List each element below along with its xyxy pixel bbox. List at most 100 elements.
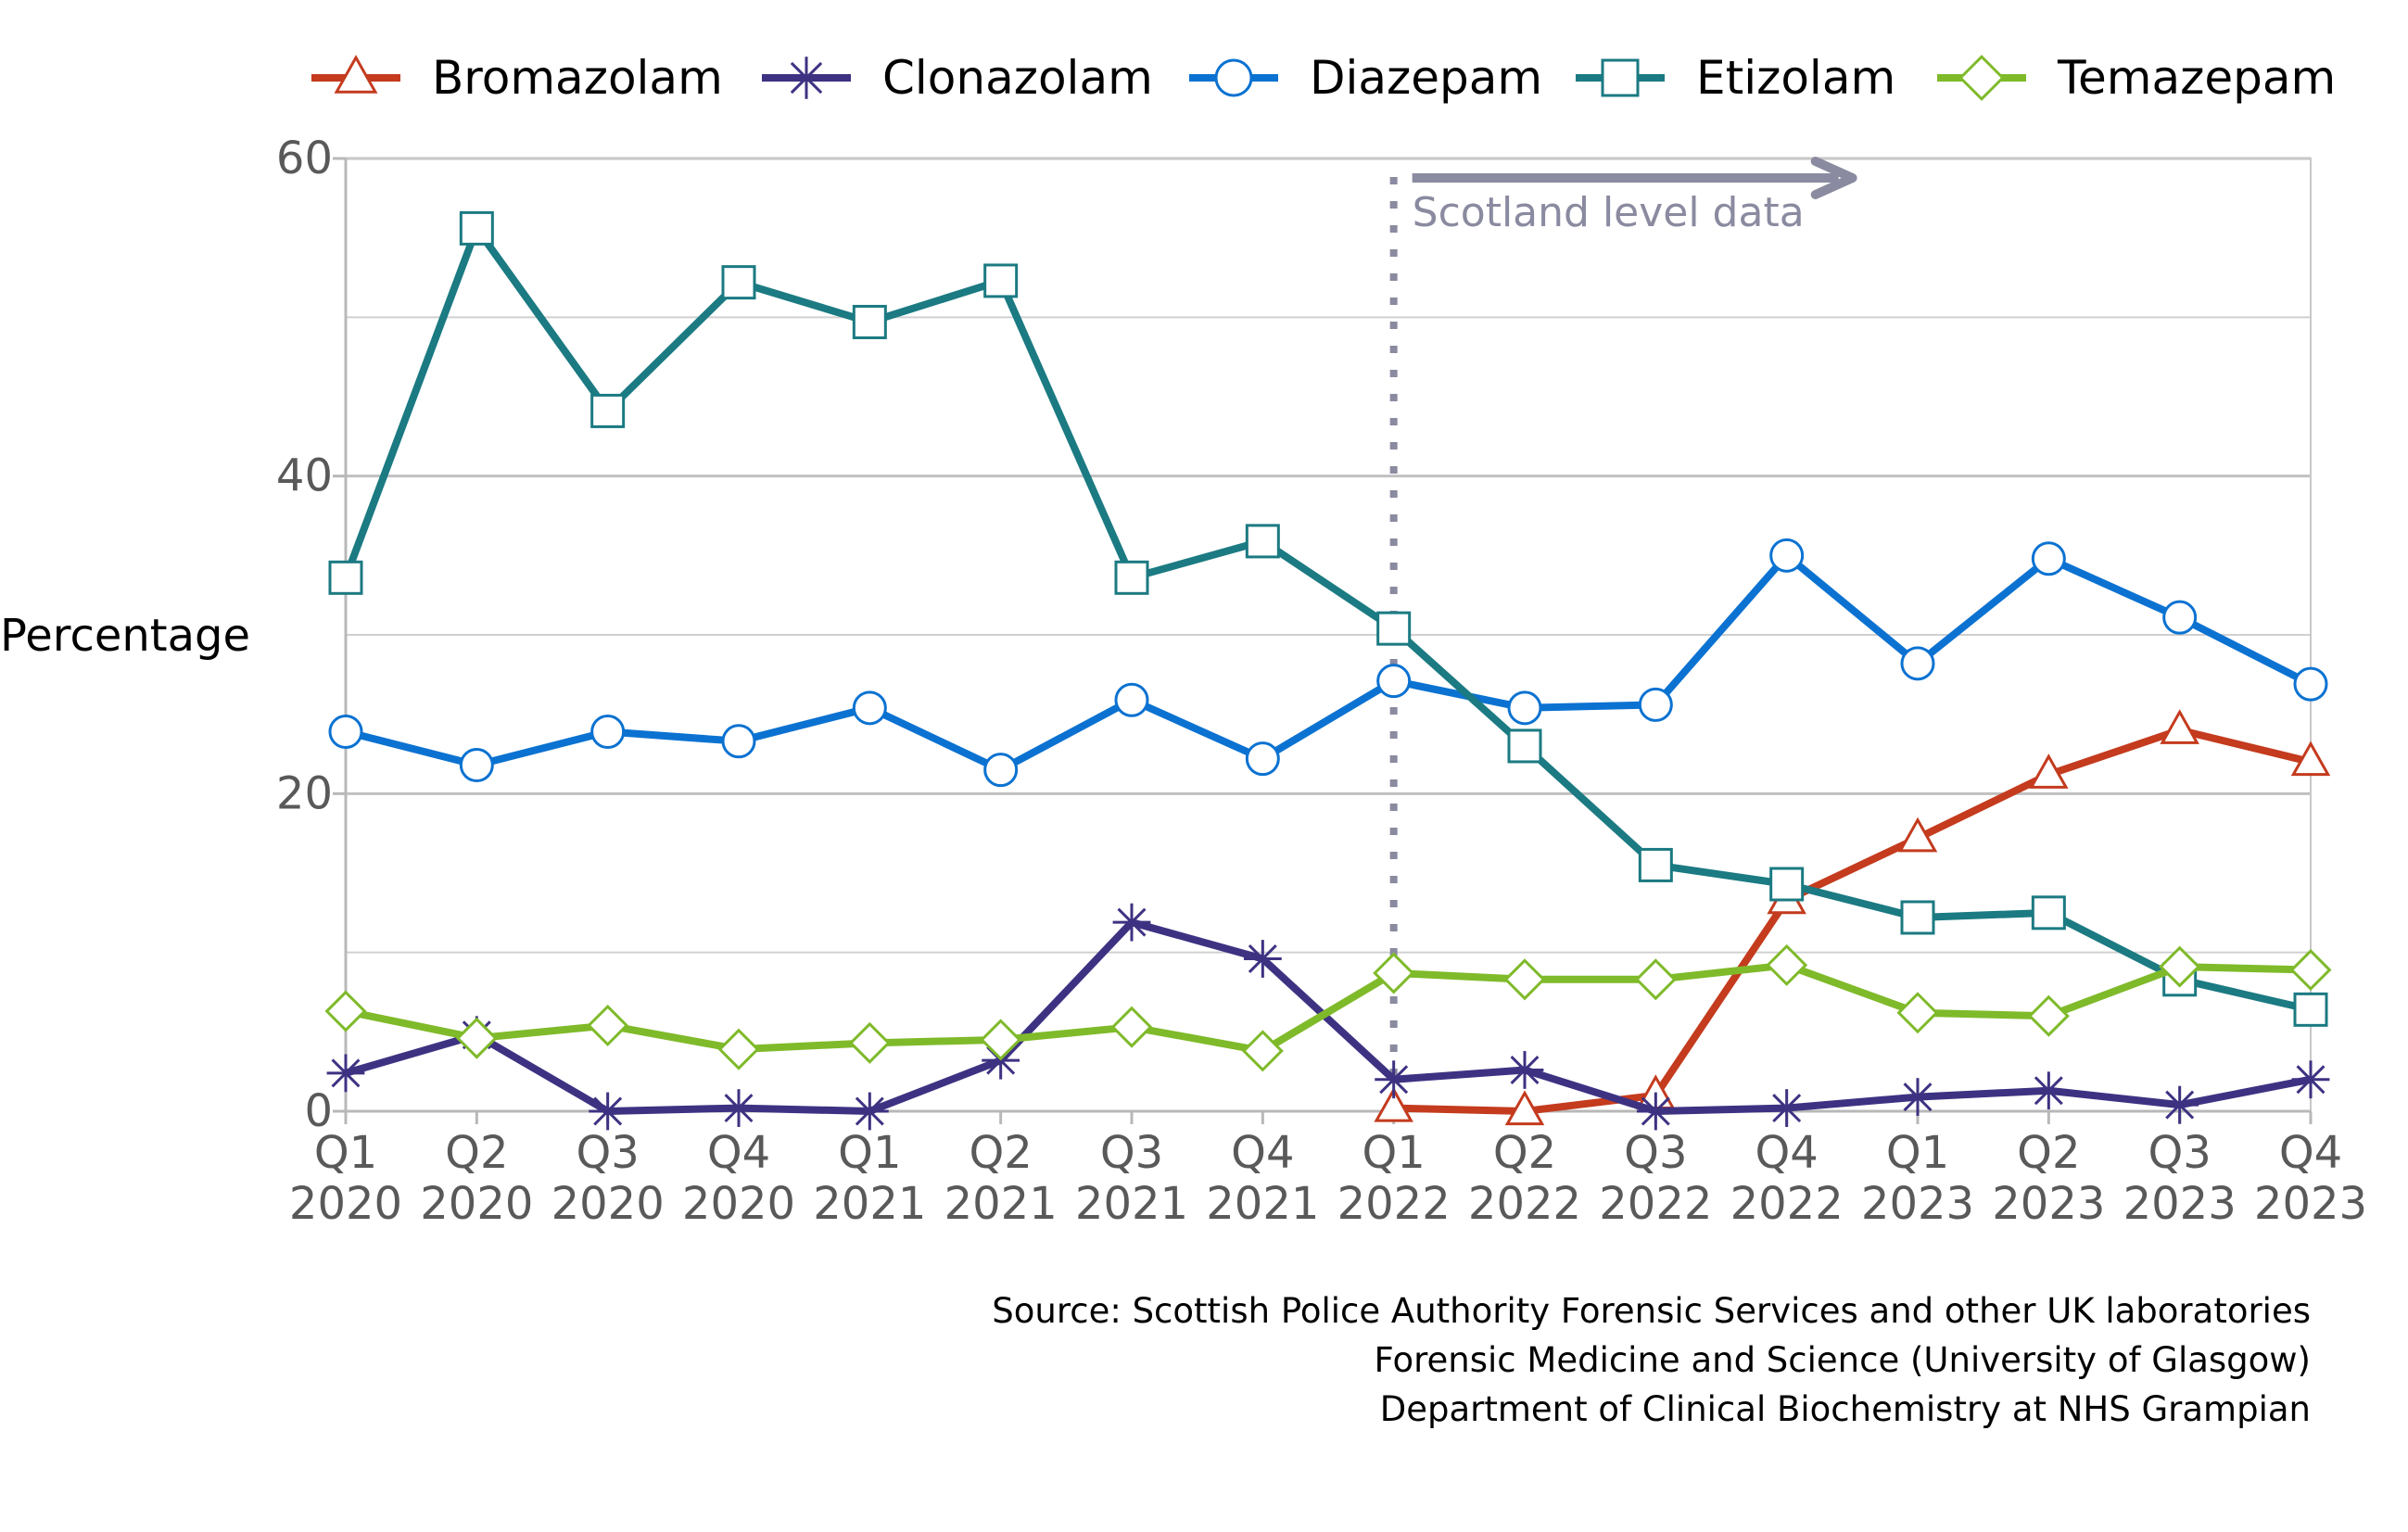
x-tick-label-quarter: Q2 bbox=[970, 1127, 1033, 1179]
annotation-arrow-head bbox=[1810, 157, 1857, 199]
series-group bbox=[324, 210, 2332, 1131]
series-line-etizolam bbox=[342, 224, 2314, 1014]
data-point bbox=[980, 1019, 1022, 1061]
data-point bbox=[328, 715, 363, 750]
data-point bbox=[1958, 55, 2005, 101]
data-point bbox=[721, 265, 756, 300]
legend-label: Temazepam bbox=[2057, 51, 2336, 105]
data-point bbox=[1769, 867, 1805, 902]
data-point bbox=[1241, 1030, 1284, 1072]
data-point bbox=[1376, 611, 1412, 646]
data-point bbox=[587, 1004, 629, 1047]
data-point bbox=[1507, 690, 1542, 726]
x-tick-label-year: 2021 bbox=[1075, 1178, 1188, 1230]
data-point bbox=[2293, 666, 2328, 702]
y-tick-label: 60 bbox=[276, 133, 333, 184]
data-point bbox=[850, 1092, 889, 1131]
x-tick-label-quarter: Q1 bbox=[314, 1127, 377, 1179]
data-point bbox=[721, 724, 756, 759]
data-point bbox=[1114, 560, 1149, 595]
data-point bbox=[2027, 994, 2070, 1037]
source-line: Forensic Medicine and Science (Universit… bbox=[1375, 1340, 2311, 1380]
x-tick-label-quarter: Q3 bbox=[1624, 1127, 1687, 1179]
annotation-label: Scotland level data bbox=[1413, 189, 1805, 236]
x-tick-label-year: 2023 bbox=[1992, 1178, 2105, 1230]
x-tick-label-year: 2022 bbox=[1599, 1178, 1712, 1230]
data-point bbox=[1638, 687, 1673, 722]
data-point bbox=[719, 1089, 758, 1127]
data-point bbox=[1634, 958, 1677, 1001]
x-tick-label-year: 2022 bbox=[1468, 1178, 1581, 1230]
data-point bbox=[334, 55, 378, 94]
data-point bbox=[1373, 952, 1415, 994]
grid-lines bbox=[346, 157, 2311, 1113]
data-point bbox=[1900, 900, 1935, 935]
series-temazepam bbox=[324, 943, 2332, 1072]
x-tick-label-quarter: Q4 bbox=[1231, 1127, 1294, 1179]
data-point bbox=[2159, 945, 2201, 988]
data-point bbox=[459, 747, 494, 782]
data-point bbox=[2029, 753, 2069, 789]
data-point bbox=[983, 263, 1019, 298]
data-point bbox=[590, 715, 626, 750]
x-tick-label-year: 2023 bbox=[2123, 1178, 2237, 1230]
x-tick-label-year: 2020 bbox=[551, 1178, 665, 1230]
x-tick-label-quarter: Q4 bbox=[2279, 1127, 2342, 1179]
y-tick-label: 40 bbox=[276, 450, 333, 502]
y-axis-label: Percentage bbox=[0, 610, 250, 662]
data-point bbox=[1114, 682, 1149, 717]
x-tick-label-quarter: Q2 bbox=[445, 1127, 508, 1179]
data-point bbox=[2290, 741, 2331, 777]
series-bromazolam bbox=[1374, 709, 2331, 1126]
data-point bbox=[1214, 58, 1253, 97]
data-point bbox=[590, 393, 626, 428]
x-tick-label-quarter: Q1 bbox=[838, 1127, 901, 1179]
data-point bbox=[589, 1092, 627, 1131]
source-line: Source: Scottish Police Authority Forens… bbox=[992, 1291, 2311, 1331]
legend: Bromazolam Clonazolam Diazepam Etizolam Tema… bbox=[311, 51, 2336, 105]
data-point bbox=[328, 560, 363, 595]
data-point bbox=[1898, 1078, 1937, 1116]
data-point bbox=[1896, 992, 1939, 1034]
data-point bbox=[1376, 664, 1412, 699]
data-point bbox=[1504, 1090, 1545, 1126]
series-line-clonazolam bbox=[342, 918, 2314, 1115]
data-point bbox=[852, 690, 887, 726]
x-tick-label-quarter: Q4 bbox=[1755, 1127, 1819, 1179]
x-tick-label-year: 2021 bbox=[1206, 1178, 1319, 1230]
data-point bbox=[2289, 948, 2332, 992]
series-line-bromazolam bbox=[1389, 726, 2314, 1115]
legend-item-etizolam: Etizolam bbox=[1576, 51, 1895, 105]
data-point bbox=[852, 304, 887, 339]
legend-label: Diazepam bbox=[1310, 51, 1542, 105]
data-point bbox=[1112, 903, 1151, 942]
data-point bbox=[1766, 943, 1808, 986]
data-point bbox=[1636, 1092, 1675, 1131]
legend-item-bromazolam: Bromazolam bbox=[311, 51, 723, 105]
x-tick-label-quarter: Q3 bbox=[1100, 1127, 1163, 1179]
data-point bbox=[717, 1028, 760, 1070]
x-tick-label-quarter: Q4 bbox=[707, 1127, 770, 1179]
data-point bbox=[1374, 1086, 1413, 1122]
data-point bbox=[1507, 728, 1542, 764]
x-tick-label-year: 2020 bbox=[289, 1178, 402, 1230]
source-notes: Source: Scottish Police Authority Forens… bbox=[992, 1291, 2311, 1429]
legend-label: Clonazolam bbox=[882, 51, 1153, 105]
data-point bbox=[1245, 741, 1280, 777]
source-line: Department of Clinical Biochemistry at N… bbox=[1380, 1389, 2311, 1429]
data-point bbox=[2291, 1060, 2330, 1099]
data-point bbox=[1245, 524, 1280, 559]
x-tick-label-quarter: Q1 bbox=[1362, 1127, 1426, 1179]
data-point bbox=[2031, 895, 2066, 931]
x-tick-label-quarter: Q2 bbox=[1493, 1127, 1556, 1179]
series-line-diazepam bbox=[342, 551, 2314, 774]
x-tick-label-year: 2022 bbox=[1730, 1178, 1844, 1230]
series-diazepam bbox=[328, 538, 2328, 788]
data-point bbox=[2160, 709, 2199, 744]
x-tick-label-quarter: Q1 bbox=[1886, 1127, 1949, 1179]
data-point bbox=[1110, 1006, 1153, 1048]
data-point bbox=[848, 1021, 891, 1064]
legend-item-temazepam: Temazepam bbox=[1937, 51, 2336, 105]
x-tick-label-quarter: Q2 bbox=[2017, 1127, 2080, 1179]
